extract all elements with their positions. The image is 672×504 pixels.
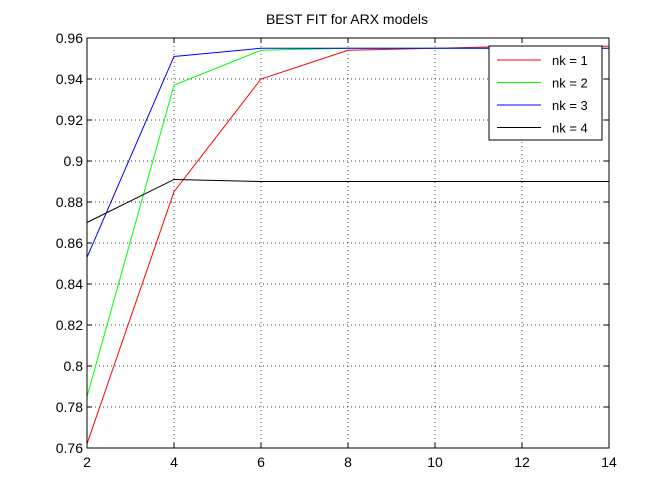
x-tick-label: 10 <box>427 454 443 470</box>
chart-title: BEST FIT for ARX models <box>266 11 428 27</box>
y-tick-label: 0.92 <box>56 112 83 128</box>
y-tick-label: 0.88 <box>56 194 83 210</box>
y-tick-label: 0.9 <box>64 153 84 169</box>
x-tick-label: 12 <box>514 454 530 470</box>
x-tick-label: 4 <box>170 454 178 470</box>
legend-label: nk = 1 <box>552 53 588 68</box>
x-tick-label: 14 <box>601 454 617 470</box>
x-tick-label: 6 <box>257 454 265 470</box>
axis-ticks: 2 4 6 8 10 12 14 0.76 0.78 0.8 0.82 0.84 0.86 0.88 0.9… <box>56 30 617 470</box>
y-tick-label: 0.8 <box>64 358 84 374</box>
x-tick-label: 2 <box>83 454 91 470</box>
legend-label: nk = 4 <box>552 121 588 136</box>
grid-lines <box>87 38 609 448</box>
legend: nk = 1 nk = 2 nk = 3 nk = 4 <box>488 45 603 141</box>
y-tick-label: 0.78 <box>56 399 83 415</box>
y-tick-label: 0.94 <box>56 71 83 87</box>
series-line-nk-4 <box>86 178 609 223</box>
y-tick-label: 0.84 <box>56 276 83 292</box>
legend-label: nk = 2 <box>552 76 588 91</box>
y-tick-label: 0.86 <box>56 235 83 251</box>
legend-label: nk = 3 <box>552 98 588 113</box>
y-tick-label: 0.76 <box>56 440 83 456</box>
x-tick-label: 8 <box>344 454 352 470</box>
legend-box <box>488 45 603 141</box>
y-tick-label: 0.82 <box>56 317 83 333</box>
y-tick-label: 0.96 <box>56 30 83 46</box>
